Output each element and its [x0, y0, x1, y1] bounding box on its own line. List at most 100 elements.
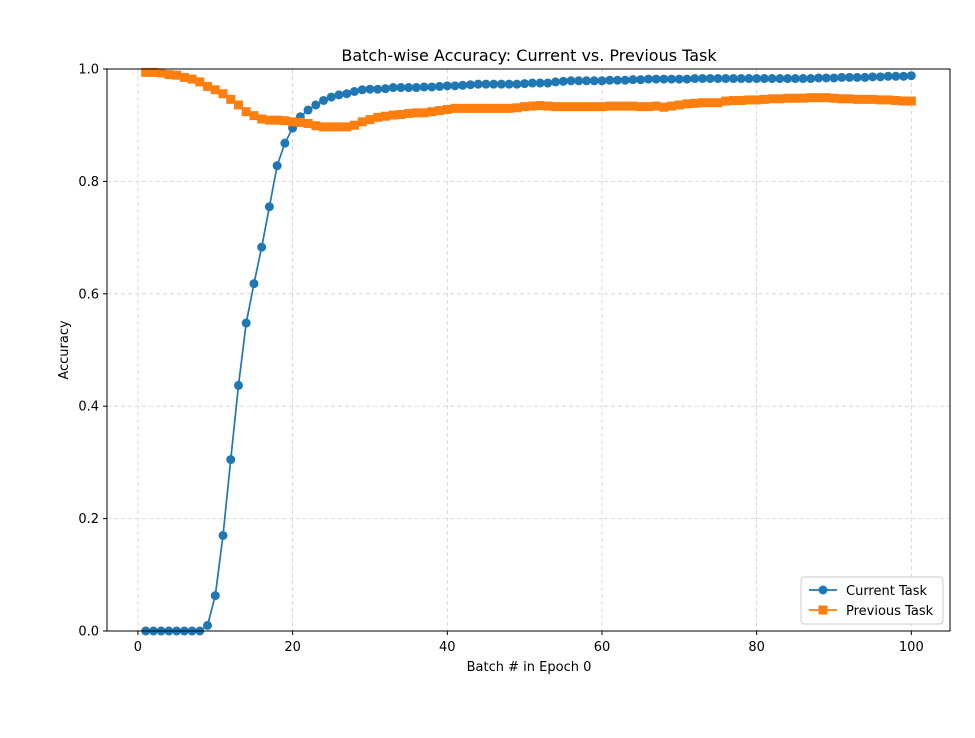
data-point: [233, 380, 243, 390]
legend-label-current: Current Task: [846, 584, 927, 599]
data-point: [450, 103, 460, 113]
x-tick-label: 40: [439, 640, 456, 655]
data-point: [829, 93, 839, 103]
data-point: [643, 74, 653, 84]
grid-lines: [107, 68, 950, 632]
data-point: [319, 95, 329, 105]
data-point: [767, 74, 777, 84]
data-point: [280, 138, 290, 148]
data-point: [264, 115, 274, 125]
data-point: [698, 74, 708, 84]
data-point: [520, 79, 530, 89]
y-axis-label: Accuracy: [57, 320, 72, 380]
data-point: [179, 72, 189, 82]
data-point: [311, 121, 321, 131]
data-point: [752, 74, 762, 84]
data-point: [303, 119, 313, 129]
data-point: [790, 74, 800, 84]
data-point: [404, 83, 414, 93]
data-point: [551, 102, 561, 112]
legend-box: [800, 576, 944, 625]
data-point: [551, 77, 561, 87]
data-point: [465, 103, 475, 113]
data-point: [435, 106, 445, 116]
y-tick-label: 0.6: [78, 287, 99, 302]
data-point: [690, 74, 700, 84]
data-point: [388, 110, 398, 120]
data-point: [875, 72, 885, 82]
data-point: [380, 111, 390, 121]
data-point: [543, 78, 553, 88]
data-point: [272, 161, 282, 171]
data-point: [705, 74, 715, 84]
data-point: [728, 95, 738, 105]
data-point: [844, 94, 854, 104]
data-point: [574, 102, 584, 112]
data-point: [527, 101, 537, 111]
data-point: [419, 82, 429, 92]
data-point: [241, 107, 251, 117]
data-point: [334, 90, 344, 100]
x-tick-label: 100: [899, 640, 924, 655]
data-point: [504, 103, 514, 113]
data-point: [288, 117, 298, 127]
data-point: [210, 85, 220, 95]
data-point: [396, 83, 406, 93]
data-point: [713, 98, 723, 108]
data-point: [775, 94, 785, 104]
data-point: [759, 74, 769, 84]
data-point: [682, 99, 692, 109]
data-point: [852, 94, 862, 104]
data-point: [442, 104, 452, 114]
data-point: [651, 101, 661, 111]
data-point: [837, 72, 847, 82]
data-point: [806, 74, 816, 84]
data-point: [373, 112, 383, 122]
data-point: [481, 103, 491, 113]
data-point: [605, 75, 615, 85]
data-point: [148, 67, 158, 77]
data-point: [643, 102, 653, 112]
data-point: [620, 101, 630, 111]
data-point: [326, 92, 336, 102]
data-point: [365, 84, 375, 94]
data-point: [334, 122, 344, 132]
data-point: [303, 105, 313, 115]
x-tick-label: 60: [594, 640, 611, 655]
data-point: [682, 74, 692, 84]
data-point: [295, 117, 305, 127]
data-point: [427, 107, 437, 117]
data-point: [349, 120, 359, 130]
data-point: [365, 115, 375, 125]
data-point: [489, 103, 499, 113]
data-point: [249, 279, 259, 289]
data-point: [744, 95, 754, 105]
data-point: [659, 74, 669, 84]
data-point: [164, 70, 174, 80]
data-point: [458, 103, 468, 113]
data-point: [860, 94, 870, 104]
data-point: [736, 74, 746, 84]
data-point: [504, 79, 514, 89]
data-point: [442, 81, 452, 91]
data-point: [798, 74, 808, 84]
data-point: [597, 102, 607, 112]
data-point: [891, 95, 901, 105]
data-point: [233, 100, 243, 110]
data-point: [411, 108, 421, 118]
data-point: [357, 117, 367, 127]
data-point: [690, 98, 700, 108]
data-point: [512, 103, 522, 113]
data-point: [612, 75, 622, 85]
data-point: [667, 101, 677, 111]
data-point: [636, 102, 646, 112]
y-tick-label: 0.2: [78, 512, 99, 527]
data-point: [597, 76, 607, 86]
data-point: [582, 76, 592, 86]
data-point: [883, 71, 893, 81]
data-point: [906, 96, 916, 106]
data-point: [419, 108, 429, 118]
data-point: [783, 93, 793, 103]
data-point: [821, 93, 831, 103]
series-0: [141, 71, 916, 636]
